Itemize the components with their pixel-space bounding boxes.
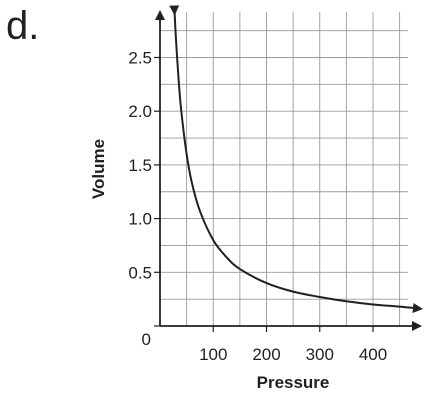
y-tick-label: 2.0	[128, 102, 152, 121]
x-tick-label: 100	[199, 345, 227, 364]
y-tick-label: 0	[142, 330, 151, 349]
y-tick-label: 1.5	[128, 156, 152, 175]
x-tick-label: 300	[306, 345, 334, 364]
y-tick-label: 2.5	[128, 49, 152, 68]
axes	[155, 10, 422, 331]
series-line	[169, 5, 423, 313]
x-tick-label: 200	[252, 345, 280, 364]
grid	[160, 12, 408, 326]
axis-ticks: 100 200 300 400 0 0.5 1.0 1.5 2.0 2.5	[128, 49, 387, 365]
x-tick-label: 400	[359, 345, 387, 364]
y-tick-label: 0.5	[128, 263, 152, 282]
y-tick-label: 1.0	[128, 210, 152, 229]
x-axis-label: Pressure	[257, 373, 330, 392]
series-layer	[169, 5, 423, 313]
y-axis-label: Volume	[89, 139, 108, 199]
panel-label: d.	[6, 4, 40, 48]
